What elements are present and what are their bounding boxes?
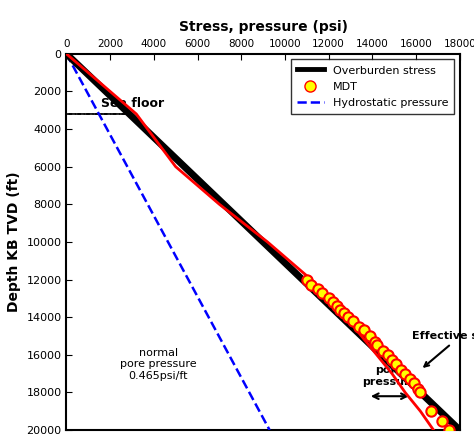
Legend: Overburden stress, MDT, Hydrostatic pressure: Overburden stress, MDT, Hydrostatic pres…: [291, 59, 454, 114]
Point: [336, 306, 343, 313]
Point: [356, 323, 363, 330]
Point: [349, 317, 356, 324]
Point: [406, 376, 413, 383]
Point: [373, 342, 381, 349]
Point: [397, 366, 404, 374]
Point: [428, 408, 435, 415]
Point: [417, 389, 424, 396]
Point: [334, 302, 341, 310]
Y-axis label: Depth KB TVD (ft): Depth KB TVD (ft): [7, 172, 21, 312]
Point: [388, 357, 396, 364]
Point: [345, 314, 352, 321]
Point: [384, 351, 392, 358]
Point: [360, 327, 367, 334]
Text: normal
pore pressure
0.465psi/ft: normal pore pressure 0.465psi/ft: [120, 348, 196, 381]
Text: Effective stress: Effective stress: [412, 331, 474, 366]
Point: [314, 285, 321, 293]
Point: [340, 310, 348, 317]
Point: [410, 379, 418, 387]
Point: [307, 282, 315, 289]
Point: [380, 348, 387, 355]
Point: [392, 361, 400, 368]
Point: [401, 370, 409, 377]
Text: Sea floor: Sea floor: [101, 97, 164, 110]
Point: [445, 426, 453, 434]
Point: [371, 338, 378, 345]
Point: [438, 417, 446, 424]
Point: [366, 332, 374, 340]
Text: pore
pressure: pore pressure: [362, 365, 417, 387]
Point: [303, 276, 310, 283]
Point: [319, 289, 326, 296]
X-axis label: Stress, pressure (psi): Stress, pressure (psi): [179, 20, 347, 34]
Point: [325, 295, 332, 302]
Point: [414, 385, 422, 392]
Point: [329, 298, 337, 306]
